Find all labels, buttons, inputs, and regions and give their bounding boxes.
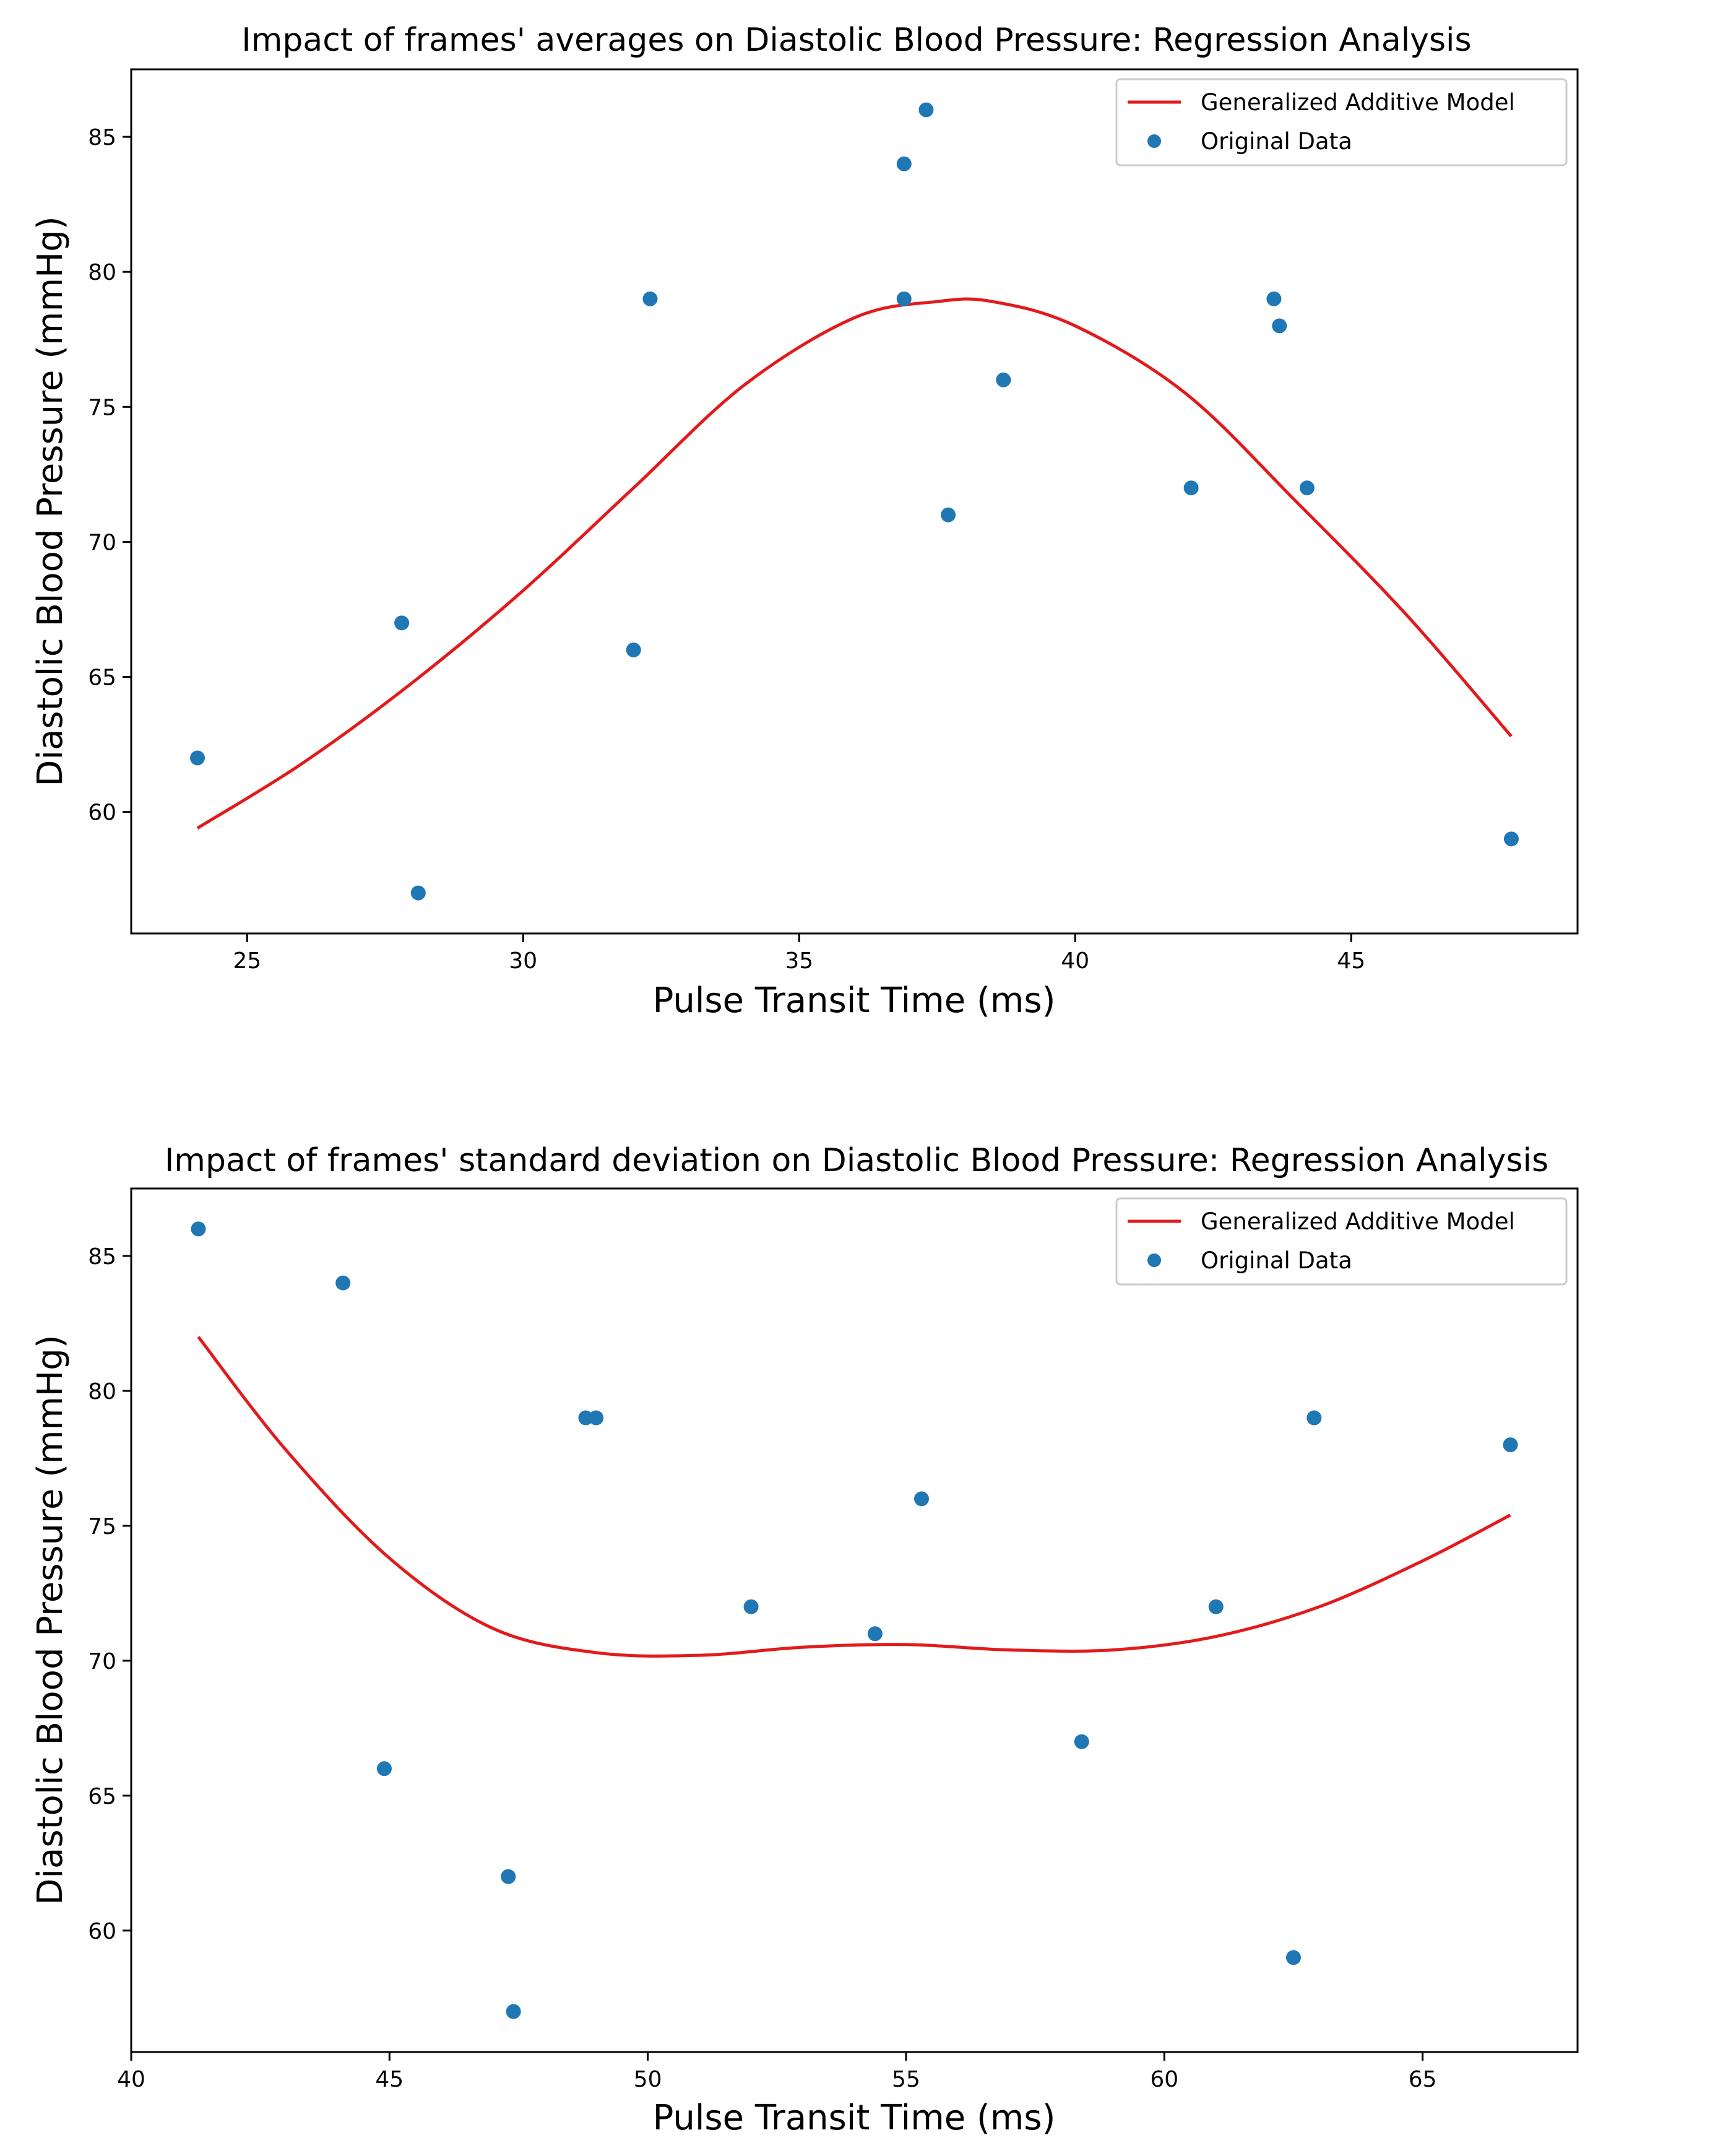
chart-2-legend-scatter-swatch (1147, 1253, 1161, 1267)
chart-1-legend: Generalized Additive Model Original Data (1115, 78, 1568, 167)
chart-2-data-point (1208, 1599, 1224, 1614)
chart-2-data-point (506, 2004, 521, 2019)
chart-2-data-point (743, 1599, 759, 1614)
chart-1-x-tick-label-40: 40 (1061, 948, 1089, 974)
chart-1-y-tick-label-65: 65 (88, 665, 116, 691)
chart-1-x-axis-label: Pulse Transit Time (ms) (653, 981, 1056, 1021)
chart-1-data-point (1183, 480, 1199, 496)
chart-2-legend-line-label: Generalized Additive Model (1201, 1208, 1515, 1235)
chart-1-plot-frame (130, 68, 1579, 935)
chart-1-x-tick-label-25: 25 (233, 948, 261, 974)
chart-2-plot-frame (130, 1187, 1579, 2053)
chart-1-x-tick-label-35: 35 (785, 948, 813, 974)
chart-2-x-tick-label-45: 45 (375, 2067, 404, 2092)
chart-1-data-point (1503, 831, 1519, 847)
chart-1-y-tick-label-80: 80 (88, 260, 116, 285)
chart-2-data-point (191, 1221, 206, 1237)
chart-1-y-tick-label-75: 75 (88, 395, 116, 420)
chart-1-legend-scatter-label: Original Data (1201, 128, 1352, 155)
chart-2-x-tick-label-65: 65 (1409, 2067, 1437, 2092)
chart-2-y-tick-label-85: 85 (88, 1244, 116, 1270)
chart-2-y-tick-label-60: 60 (88, 1919, 116, 1944)
chart-1-y-tick-label-70: 70 (88, 530, 116, 555)
chart-2-gam-curve (197, 1336, 1511, 1658)
chart-2-axes: 40 45 50 55 60 65 60 65 70 75 80 85 (88, 1244, 1436, 2092)
chart-1-gam-curve (196, 297, 1513, 829)
chart-2-x-tick-label-40: 40 (117, 2067, 145, 2092)
chart-2-data-point (1285, 1950, 1301, 1965)
chart-2-y-axis-label: Diastolic Blood Pressure (mmHg) (30, 1335, 71, 1905)
chart-1-data-point (410, 885, 426, 901)
chart-1-data-point (1272, 318, 1287, 334)
chart-2-data-point (589, 1410, 604, 1426)
chart-1-data-point (896, 291, 912, 306)
chart-1-y-tick-label-85: 85 (88, 125, 116, 150)
chart-2-x-tick-label-55: 55 (892, 2067, 920, 2092)
chart-1-data-point (642, 291, 658, 306)
chart-1-legend-line-label: Generalized Additive Model (1201, 89, 1515, 116)
chart-1-x-tick-label-45: 45 (1337, 948, 1365, 974)
chart-2-x-axis-label: Pulse Transit Time (ms) (653, 2098, 1056, 2138)
chart-2-legend-scatter-label: Original Data (1201, 1247, 1352, 1274)
chart-2-y-tick-label-65: 65 (88, 1784, 116, 1809)
chart-2-marks (191, 1221, 1518, 2019)
chart-1-data-point (1266, 291, 1282, 306)
chart-1-data-point (190, 750, 205, 766)
chart-2-legend: Generalized Additive Model Original Data (1115, 1197, 1568, 1286)
chart-1-data-point (918, 102, 934, 118)
chart-2-legend-box (1115, 1197, 1568, 1286)
chart-1-axes: 25 30 35 40 45 60 65 70 75 80 85 (88, 125, 1365, 974)
chart-2-data-point (1074, 1734, 1089, 1749)
chart-1-legend-scatter-swatch (1147, 134, 1161, 148)
chart-1-data-point (626, 642, 641, 657)
chart-2-data-point (867, 1626, 883, 1642)
chart-1-legend-box (1115, 78, 1568, 167)
chart-1-y-axis-label: Diastolic Blood Pressure (mmHg) (30, 216, 71, 786)
chart-2-data-point (914, 1491, 930, 1507)
chart-2-x-tick-label-50: 50 (634, 2067, 662, 2092)
chart-2-y-tick-label-70: 70 (88, 1649, 116, 1674)
chart-1-data-point (996, 372, 1011, 387)
chart-1-data-point (941, 507, 956, 522)
chart-1-y-tick-label-60: 60 (88, 800, 116, 826)
chart-2-data-point (335, 1275, 351, 1291)
chart-1-x-tick-label-30: 30 (509, 948, 537, 974)
chart-1-data-point (1299, 480, 1315, 496)
chart-2-y-tick-label-75: 75 (88, 1514, 116, 1539)
chart-2-data-point (501, 1869, 516, 1884)
chart-2-title: Impact of frames' standard deviation on … (165, 1142, 1548, 1179)
chart-1-data-point (394, 615, 410, 631)
chart-1-marks (190, 102, 1519, 901)
chart-2-data-point (1503, 1437, 1518, 1453)
chart-2-y-tick-label-80: 80 (88, 1379, 116, 1405)
chart-1-data-point (896, 156, 912, 171)
chart-1-title: Impact of frames' averages on Diastolic … (241, 22, 1471, 59)
chart-2-data-point (1306, 1410, 1322, 1426)
chart-1: Impact of frames' averages on Diastolic … (30, 22, 1579, 1021)
chart-2: Impact of frames' standard deviation on … (30, 1142, 1579, 2138)
chart-2-data-point (578, 1410, 594, 1426)
chart-2-x-tick-label-60: 60 (1150, 2067, 1178, 2092)
chart-2-data-point (376, 1761, 392, 1777)
